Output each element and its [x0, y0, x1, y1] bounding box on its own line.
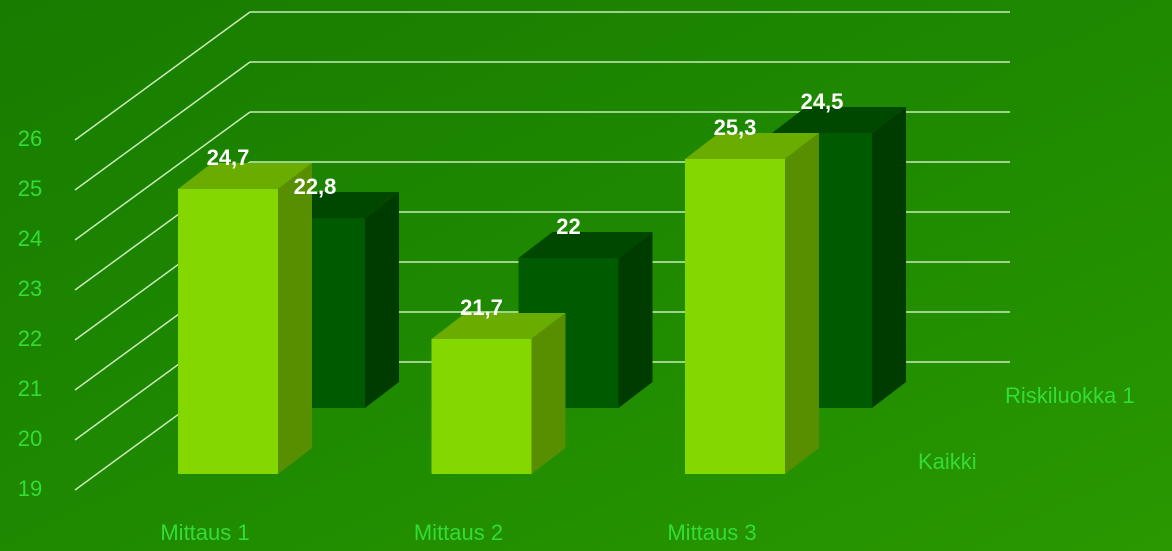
grid-line	[74, 111, 251, 241]
x-tick-label: Mittaus 1	[160, 520, 249, 545]
grid-line	[74, 11, 251, 141]
y-tick-label: 26	[18, 126, 42, 151]
data-label: 21,7	[460, 295, 503, 320]
bar	[431, 339, 532, 474]
bar-side	[785, 133, 819, 474]
data-label: 22,8	[294, 174, 337, 199]
legend-entry: Riskiluokka 1	[1005, 383, 1135, 408]
grid-line	[74, 61, 251, 191]
data-label: 24,5	[801, 89, 844, 114]
bars	[178, 107, 906, 474]
bar-top	[685, 133, 819, 159]
data-label: 22	[556, 214, 580, 239]
x-tick-label: Mittaus 3	[667, 520, 756, 545]
bar-side	[365, 192, 399, 408]
y-tick-label: 25	[18, 176, 42, 201]
bar	[685, 159, 785, 474]
y-tick-label: 23	[18, 276, 42, 301]
y-tick-label: 20	[18, 426, 42, 451]
bar-side	[278, 163, 312, 474]
y-tick-label: 24	[18, 226, 42, 251]
bar-top	[772, 107, 906, 133]
bar	[178, 189, 278, 474]
legend-entry: Kaikki	[918, 449, 977, 474]
y-tick-label: 19	[18, 476, 42, 501]
x-tick-label: Mittaus 2	[414, 520, 503, 545]
bar-side	[618, 232, 653, 408]
bar-top	[518, 232, 653, 258]
y-tick-label: 21	[18, 376, 42, 401]
bar-top	[178, 163, 312, 189]
y-tick-label: 22	[18, 326, 42, 351]
data-label: 24,7	[207, 145, 250, 170]
bar-side	[531, 313, 566, 474]
bar-top	[431, 313, 566, 339]
data-label: 25,3	[714, 115, 757, 140]
bar-side	[872, 107, 906, 408]
